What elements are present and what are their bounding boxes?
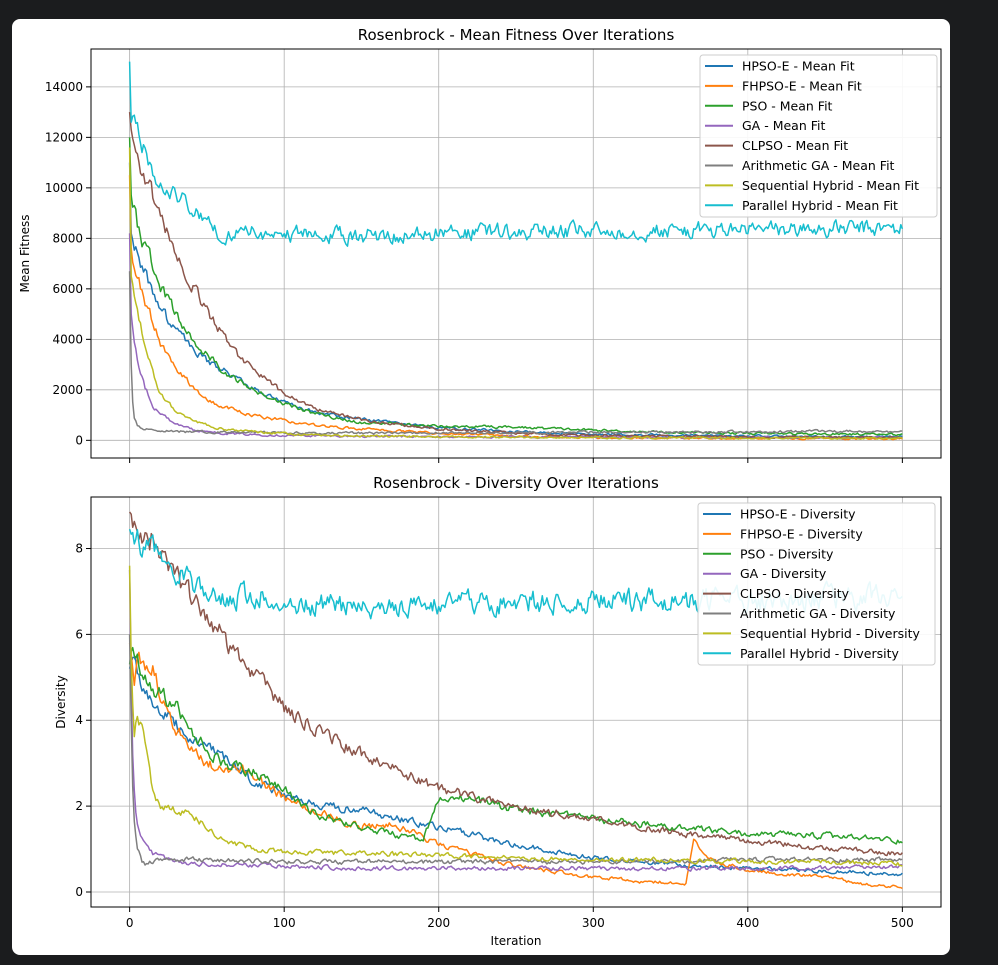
series-line <box>128 137 903 437</box>
x-tick-label: 400 <box>736 916 759 930</box>
y-tick-label: 6 <box>75 627 83 641</box>
series-line <box>128 162 903 439</box>
series-lines <box>128 511 903 890</box>
y-axis-label: Diversity <box>54 675 68 728</box>
chart-title: Rosenbrock - Mean Fitness Over Iteration… <box>358 26 675 44</box>
series-line <box>128 569 903 872</box>
legend-entry: FHPSO-E - Diversity <box>740 526 863 541</box>
legend-entry: GA - Mean Fit <box>742 118 825 133</box>
x-tick-label: 500 <box>891 916 914 930</box>
y-tick-label: 2 <box>75 799 83 813</box>
series-line <box>128 656 903 877</box>
legend-entry: HPSO-E - Mean Fit <box>742 59 855 74</box>
figure-card: 0 2000 4000 6000 8000 10000 12000 14000 Rosenbro… <box>12 19 950 955</box>
series-line <box>128 147 903 440</box>
series-line <box>128 511 903 857</box>
legend: HPSO-E - Mean Fit FHPSO-E - Mean Fit PSO -… <box>699 54 938 218</box>
y-tick-label: 8 <box>75 542 83 556</box>
x-axis-label: Iteration <box>491 934 542 948</box>
y-tick-label: 8000 <box>52 231 83 245</box>
series-line <box>128 634 903 866</box>
legend-entry: Sequential Hybrid - Diversity <box>740 626 921 641</box>
series-line <box>128 642 903 890</box>
series-line <box>128 646 903 845</box>
y-tick-label: 12000 <box>45 130 83 144</box>
legend-entry: Arithmetic GA - Diversity <box>740 606 896 621</box>
x-tick-label: 100 <box>273 916 296 930</box>
legend-entry: Parallel Hybrid - Diversity <box>740 646 899 661</box>
legend-entry: CLPSO - Diversity <box>740 586 850 601</box>
x-tick-label: 300 <box>582 916 605 930</box>
series-line <box>128 61 904 247</box>
y-tick-label: 0 <box>75 433 83 447</box>
y-tick-label: 0 <box>75 885 83 899</box>
legend-entry: PSO - Mean Fit <box>742 98 833 113</box>
x-tick-label: 200 <box>427 916 450 930</box>
y-tick-label: 4 <box>75 713 83 727</box>
plot-frame <box>90 496 942 908</box>
legend-box <box>697 502 936 666</box>
chart-panel-1: 0 2000 4000 6000 8000 10000 12000 14000 Rosenbro… <box>18 26 942 463</box>
y-tick-label: 6000 <box>52 282 83 296</box>
legend-entry: Arithmetic GA - Mean Fit <box>742 158 895 173</box>
legend-box <box>699 54 938 218</box>
chart-panel-2: 0 2 4 6 8 0 100 200 300 400 500 Rosenbrock - Divers… <box>54 474 942 948</box>
y-tick-label: 2000 <box>52 383 83 397</box>
series-line <box>128 565 903 867</box>
figure: 02000400060008000100001200014000Rosenbro… <box>18 26 942 948</box>
legend-entry: Parallel Hybrid - Mean Fit <box>742 198 898 213</box>
y-tick-label: 4000 <box>52 332 83 346</box>
plot-frame <box>90 48 942 459</box>
legend-entry: PSO - Diversity <box>740 546 834 561</box>
legend-entry: Sequential Hybrid - Mean Fit <box>742 178 919 193</box>
legend-entry: FHPSO-E - Mean Fit <box>742 78 862 93</box>
legend-entry: CLPSO - Mean Fit <box>742 138 848 153</box>
y-axis-label: Mean Fitness <box>18 214 32 292</box>
series-line <box>128 271 903 435</box>
y-tick-label: 14000 <box>45 80 83 94</box>
y-tick-label: 10000 <box>45 181 83 195</box>
x-tick-label: 0 <box>126 916 134 930</box>
legend-entry: GA - Diversity <box>740 566 827 581</box>
series-lines <box>128 61 904 441</box>
legend: HPSO-E - Diversity FHPSO-E - Diversity PSO… <box>697 502 936 666</box>
series-line <box>128 233 903 440</box>
chart-title: Rosenbrock - Diversity Over Iterations <box>373 474 659 492</box>
legend-entry: HPSO-E - Diversity <box>740 507 856 522</box>
